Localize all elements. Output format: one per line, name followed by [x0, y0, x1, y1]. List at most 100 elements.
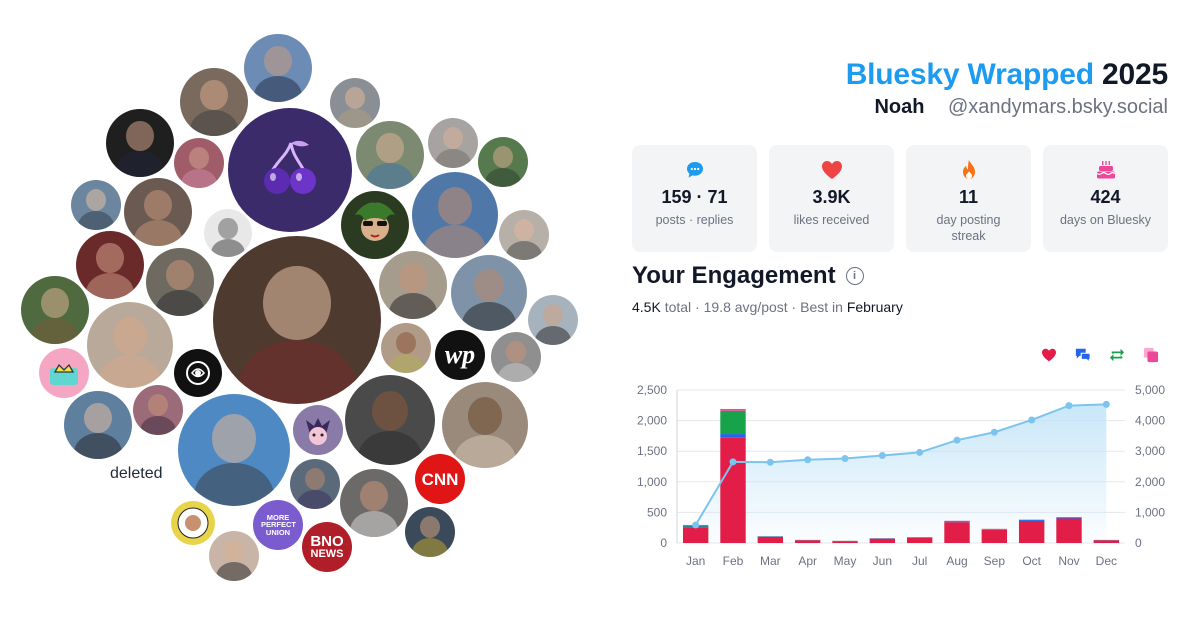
badge-avatar[interactable]	[171, 501, 215, 545]
more-perfect-union-logo[interactable]: MORE PERFECT UNION	[253, 500, 303, 550]
avatar[interactable]	[442, 382, 528, 468]
avatar-face	[218, 217, 238, 239]
crown-avatar[interactable]	[39, 348, 89, 398]
avatar[interactable]	[499, 210, 549, 260]
stat-value: 159 · 71	[661, 187, 728, 207]
bar-likes	[1056, 518, 1082, 543]
avatar[interactable]	[21, 276, 89, 344]
avatar-body	[140, 416, 176, 435]
x-tick-label: Apr	[798, 554, 817, 568]
bar-likes	[869, 538, 896, 543]
engagement-heading: Your Engagement i	[632, 262, 864, 290]
x-tick-label: Jun	[873, 554, 892, 568]
avatar[interactable]	[106, 109, 174, 177]
cherry-avatar[interactable]	[228, 108, 352, 232]
avatar-body	[99, 355, 161, 388]
avatar-body	[388, 293, 438, 319]
avatar-body	[133, 220, 183, 246]
washington-post-logo[interactable]: wp	[435, 330, 485, 380]
bar-replies	[1056, 517, 1082, 519]
cumulative-point	[916, 448, 924, 456]
deleted-account-label: deleted	[110, 465, 163, 482]
year-title: 2025	[1102, 58, 1168, 91]
mpu-logo-text: MORE PERFECT UNION	[261, 512, 297, 537]
cumulative-point	[990, 428, 998, 436]
replies-toggle-chat-icon[interactable]	[1074, 346, 1092, 364]
bar-likes	[720, 437, 746, 543]
medusa-avatar[interactable]	[341, 191, 409, 259]
cnn-logo[interactable]: CNN	[415, 454, 465, 504]
y-right-tick-label: 4,000	[1135, 414, 1165, 428]
avatar[interactable]	[412, 172, 498, 258]
avatar-face	[305, 468, 325, 490]
avatar-body	[115, 151, 165, 177]
chat-bubble-icon	[684, 159, 706, 181]
cumulative-point	[729, 458, 737, 466]
rose-logo[interactable]	[174, 349, 222, 397]
avatar-body	[357, 430, 423, 465]
avatar[interactable]	[209, 531, 259, 581]
cumulative-point	[953, 436, 961, 444]
avatar-body	[181, 169, 217, 188]
likes-toggle-heart-icon[interactable]	[1040, 346, 1058, 364]
avatar[interactable]	[491, 332, 541, 382]
cartoon-avatar[interactable]	[293, 405, 343, 455]
avatar-face	[200, 80, 228, 111]
avatar[interactable]	[180, 68, 248, 136]
avatar[interactable]	[345, 375, 435, 465]
avatar[interactable]	[204, 209, 252, 257]
avatar[interactable]	[330, 78, 380, 128]
avatar-face	[514, 219, 534, 241]
avatar-body	[30, 318, 80, 344]
avatar[interactable]	[290, 459, 340, 509]
avatar[interactable]	[381, 323, 431, 373]
avatar[interactable]	[174, 138, 224, 188]
avatar-face	[467, 397, 503, 436]
avatar[interactable]	[213, 236, 381, 404]
stat-card-likes: 3.9K likes received	[769, 145, 894, 252]
avatar[interactable]	[133, 385, 183, 435]
y-right-tick-label: 3,000	[1135, 444, 1165, 458]
stat-label: posts · replies	[655, 213, 734, 227]
avatar[interactable]	[146, 248, 214, 316]
avatar[interactable]	[405, 507, 455, 557]
quotes-toggle-copy-icon[interactable]	[1142, 346, 1160, 364]
avatar[interactable]	[340, 469, 408, 537]
avatar[interactable]	[356, 121, 424, 189]
avatar-face	[399, 263, 427, 294]
avatar[interactable]	[64, 391, 132, 459]
avatar[interactable]	[76, 231, 144, 299]
avatar[interactable]	[71, 180, 121, 230]
y-left-tick-label: 1,000	[637, 475, 667, 489]
bar-likes	[944, 522, 970, 543]
avatar[interactable]	[178, 394, 290, 506]
avatar[interactable]	[244, 34, 312, 102]
reposts-toggle-repeat-icon[interactable]	[1108, 346, 1126, 364]
x-tick-label: Mar	[760, 554, 781, 568]
avatar-face	[41, 288, 69, 319]
avatar-face	[189, 147, 209, 169]
avatar-face	[96, 243, 124, 274]
avatar-body	[253, 76, 303, 102]
cumulative-point	[1102, 400, 1110, 408]
avatar[interactable]	[379, 251, 447, 319]
avatar[interactable]	[478, 137, 528, 187]
avatar[interactable]	[451, 255, 527, 331]
avatar[interactable]	[528, 295, 578, 345]
avatar[interactable]	[124, 178, 192, 246]
badge-icon	[177, 507, 209, 539]
cumulative-line	[694, 403, 1107, 526]
stat-label: days on Bluesky	[1059, 213, 1152, 227]
avatar[interactable]	[87, 302, 173, 388]
x-tick-label: May	[834, 554, 857, 568]
avatar-face	[112, 317, 148, 356]
avatar[interactable]	[428, 118, 478, 168]
avatar-body	[189, 110, 239, 136]
bar-likes	[981, 529, 1008, 543]
info-icon[interactable]: i	[845, 267, 864, 285]
bno-news-logo[interactable]: BNO NEWS	[302, 522, 352, 572]
brand-title: Bluesky Wrapped	[845, 58, 1094, 91]
y-right-tick-label: 0	[1135, 536, 1142, 550]
medusa-art-icon	[355, 202, 395, 241]
bar-replies	[981, 529, 1008, 530]
